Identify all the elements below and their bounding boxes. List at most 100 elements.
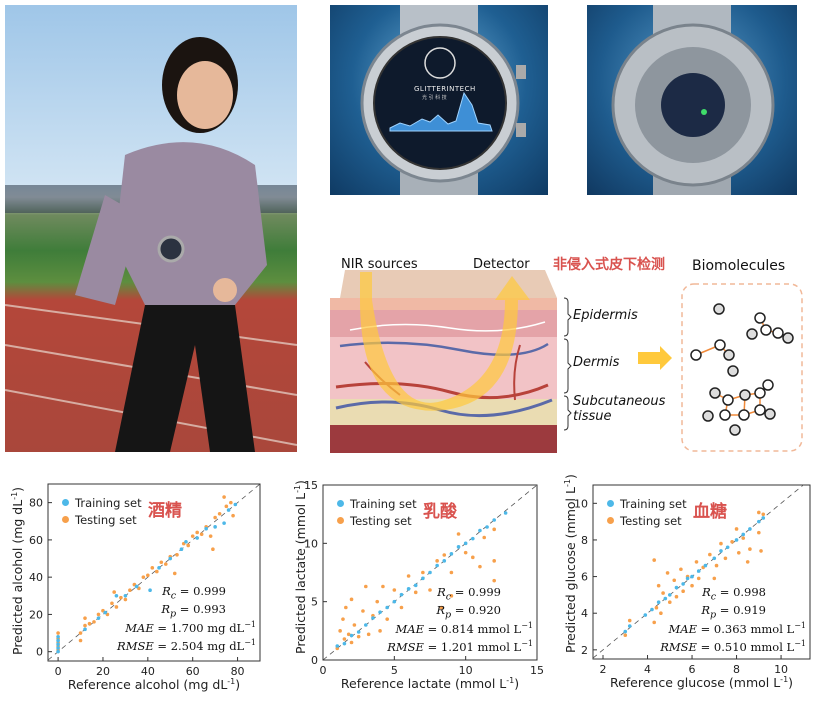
y-tick-label: 15 (304, 479, 318, 492)
training-point (385, 605, 390, 610)
plot-frame (47, 483, 261, 662)
y-tick-label: 10 (304, 537, 318, 550)
testing-point (381, 584, 385, 589)
legend-label: Training set (75, 496, 142, 510)
testing-point (344, 605, 348, 610)
y-axis-label: Predicted glucose (mmol L-1) (563, 474, 579, 653)
training-point (114, 593, 119, 598)
stat-line: MAE = 0.363 mmol L−1 (668, 621, 806, 636)
testing-point (719, 541, 723, 546)
training-point (378, 610, 382, 614)
testing-point (229, 500, 233, 505)
x-tick-label: 2 (600, 663, 607, 676)
training-point (83, 627, 87, 632)
testing-point (78, 638, 83, 643)
stat-line: MAE = 1.700 mg dL−1 (125, 620, 256, 635)
testing-point (83, 616, 87, 620)
testing-point (761, 512, 766, 517)
testing-point (155, 569, 159, 574)
testing-point (78, 631, 83, 635)
testing-point (757, 510, 761, 515)
training-point (428, 570, 432, 575)
training-point (656, 600, 661, 605)
y-tick-label: 5 (311, 596, 318, 609)
y-tick-label: 40 (29, 571, 43, 584)
stat-line: MAE = 0.814 mmol L−1 (395, 621, 533, 636)
y-tick-label: 80 (29, 497, 43, 510)
training-point (342, 641, 347, 646)
training-point (184, 539, 188, 544)
testing-point (341, 617, 345, 621)
y-tick-label: 0 (311, 654, 318, 667)
testing-point (96, 612, 101, 617)
watch-face (360, 5, 526, 195)
training-point (168, 556, 173, 561)
x-tick-label: 0 (55, 665, 62, 678)
testing-point (190, 534, 195, 538)
testing-point (661, 591, 665, 595)
plot-frame (592, 484, 811, 660)
training-point (627, 624, 632, 628)
training-point (748, 527, 752, 531)
legend-testing: Testing set (607, 514, 682, 528)
testing-point (442, 553, 447, 557)
training-point (226, 508, 231, 512)
training-point (56, 642, 60, 647)
training-point (413, 583, 418, 588)
training-point (674, 585, 679, 590)
testing-point (667, 600, 672, 605)
y-tick-label: 8 (581, 534, 588, 547)
training-point (406, 587, 411, 591)
identity-line (47, 483, 261, 661)
testing-point (352, 623, 357, 627)
legend-label: Training set (350, 497, 417, 511)
testing-point (482, 535, 487, 540)
testing-point (175, 553, 179, 557)
training-point (56, 634, 60, 639)
testing-point (385, 617, 390, 621)
testing-point (224, 504, 229, 509)
legend-label: Testing set (350, 514, 412, 528)
training-dot-icon (62, 499, 69, 506)
training-point (681, 582, 685, 586)
testing-point (734, 527, 739, 531)
testing-point (723, 556, 728, 561)
testing-point (399, 605, 404, 610)
training-point (103, 610, 108, 615)
training-point (157, 566, 161, 570)
testing-point (141, 575, 146, 579)
x-tick-label: 6 (689, 663, 696, 676)
testing-dot-icon (62, 516, 69, 523)
training-dot-icon (337, 500, 344, 507)
training-point (690, 574, 694, 579)
testing-point (112, 590, 116, 594)
training-point (463, 541, 468, 546)
testing-point (150, 566, 155, 570)
training-dot-icon (607, 500, 614, 507)
x-tick-label: 4 (644, 663, 651, 676)
testing-point (757, 530, 761, 535)
legend-testing: Testing set (337, 514, 412, 528)
x-tick-label: 20 (96, 665, 110, 678)
training-point (696, 569, 701, 573)
stat-line: Rc = 0.998 (702, 585, 766, 603)
testing-point (413, 590, 418, 595)
testing-point (163, 562, 168, 566)
training-point (761, 516, 766, 520)
testing-point (392, 588, 397, 592)
training-point (757, 519, 761, 524)
testing-point (364, 584, 368, 589)
y-tick-label: 4 (581, 607, 588, 620)
testing-point (110, 601, 114, 606)
testing-point (696, 576, 701, 581)
training-point (643, 613, 648, 617)
training-point (148, 588, 152, 592)
testing-point (656, 583, 661, 588)
training-point (703, 563, 708, 568)
testing-point (56, 631, 60, 635)
testing-dot-icon (607, 517, 614, 524)
training-point (364, 623, 368, 627)
testing-point (694, 560, 699, 564)
testing-point (195, 530, 199, 535)
